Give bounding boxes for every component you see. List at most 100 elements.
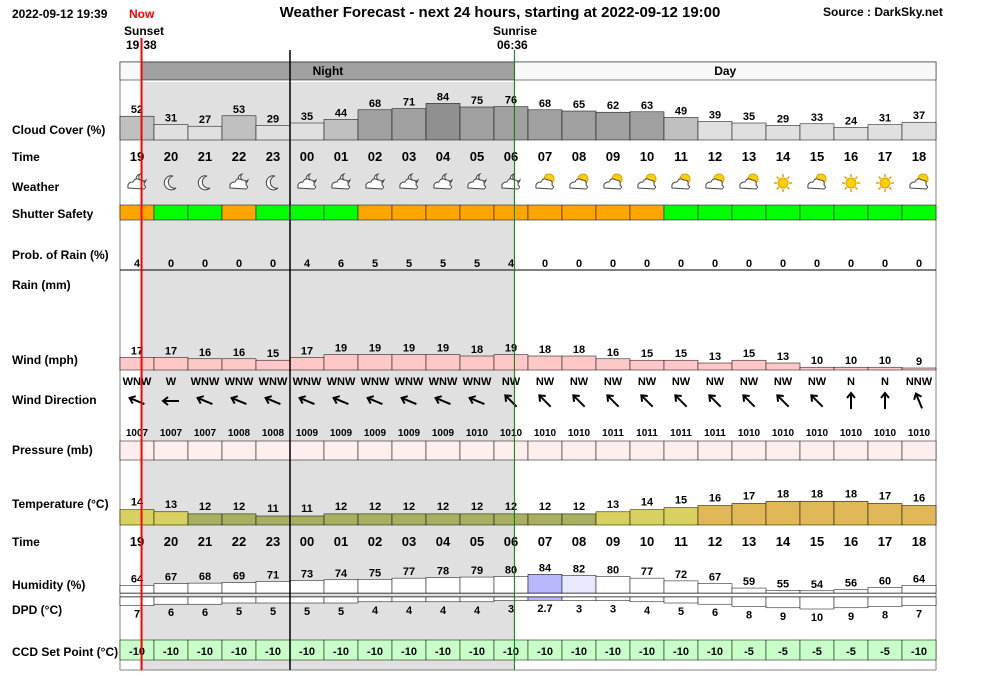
cloud-cover-bar (765, 125, 801, 141)
shutter-safety-cell (493, 204, 529, 221)
pressure-value: 1010 (772, 428, 795, 439)
wind-direction-arrow (913, 392, 923, 409)
dpd-bar (221, 596, 257, 604)
wind-speed-value: 10 (879, 355, 891, 367)
rain-probability-value: 0 (848, 258, 854, 270)
pressure-cell (459, 440, 495, 461)
humidity-value: 84 (539, 562, 552, 574)
wind-speed-bar (833, 366, 869, 371)
time-label: 00 (300, 149, 314, 164)
humidity-bar (323, 579, 359, 594)
cloud-cover-value: 37 (913, 110, 925, 122)
rain-probability-value: 4 (134, 258, 141, 270)
cloud-cover-value: 31 (165, 113, 177, 125)
ccd-setpoint-value: -10 (265, 646, 281, 658)
dpd-value: 7 (916, 608, 922, 620)
dpd-value: 9 (848, 611, 854, 623)
time-label: 17 (878, 149, 892, 164)
day-band-label: Day (714, 64, 736, 78)
pressure-value: 1010 (738, 428, 761, 439)
cloud-cover-value: 27 (199, 114, 211, 126)
ccd-setpoint-value: -5 (880, 646, 890, 658)
ccd-setpoint-value: -5 (846, 646, 856, 658)
wind-direction-label: NW (502, 376, 521, 388)
temperature-bar (493, 513, 529, 526)
wind-direction-label: WNW (225, 376, 254, 388)
wind-direction-label: N (847, 376, 855, 388)
dpd-bar (663, 596, 699, 604)
dpd-bar (731, 596, 767, 607)
wind-direction-arrow (196, 395, 213, 405)
partly-cloudy-day-icon (569, 173, 589, 190)
wind-speed-bar (663, 359, 699, 371)
humidity-value: 77 (403, 566, 415, 578)
humidity-bar (255, 581, 291, 594)
time-label-2: 21 (198, 534, 212, 549)
pressure-cell (221, 440, 257, 461)
pressure-value: 1010 (568, 428, 591, 439)
rain-probability-value: 0 (712, 258, 718, 270)
ccd-setpoint-value: -10 (367, 646, 383, 658)
time-label-2: 11 (674, 534, 688, 549)
cloud-cover-value: 29 (777, 113, 789, 125)
pressure-cell (799, 440, 835, 461)
shutter-safety-cell (833, 204, 869, 221)
label-wind: Wind (mph) (12, 353, 78, 367)
time-label-2: 18 (912, 534, 926, 549)
temperature-bar (391, 513, 427, 526)
temperature-bar (697, 505, 733, 526)
cloud-cover-value: 33 (811, 112, 823, 124)
rain-probability-value: 0 (916, 258, 922, 270)
humidity-value: 82 (573, 563, 585, 575)
shutter-safety-cell (561, 204, 597, 221)
clear-day-icon (774, 174, 792, 192)
temperature-bar (663, 507, 699, 526)
humidity-value: 72 (675, 569, 687, 581)
wind-direction-arrow (230, 395, 247, 405)
partly-cloudy-night-icon (467, 173, 487, 190)
shutter-safety-cell (459, 204, 495, 221)
temperature-value: 14 (641, 497, 654, 509)
pressure-cell (119, 440, 155, 461)
dpd-value: 4 (474, 605, 481, 617)
humidity-bar (731, 587, 767, 594)
wind-speed-value: 18 (471, 344, 483, 356)
time-label: 11 (674, 149, 688, 164)
ccd-setpoint-value: -10 (673, 646, 689, 658)
humidity-value: 80 (607, 565, 619, 577)
wind-direction-label: NW (740, 376, 759, 388)
time-label-2: 20 (164, 534, 178, 549)
dpd-value: 5 (270, 606, 276, 618)
pressure-cell (323, 440, 359, 461)
time-label: 10 (640, 149, 654, 164)
rain-probability-value: 5 (440, 258, 446, 270)
dpd-value: 2.7 (537, 603, 552, 615)
wind-speed-bar (867, 366, 903, 371)
dpd-value: 8 (882, 610, 888, 622)
temperature-value: 11 (301, 503, 313, 515)
wind-direction-label: NW (706, 376, 725, 388)
humidity-value: 67 (709, 572, 721, 584)
clear-day-icon (876, 174, 894, 192)
temperature-bar (799, 501, 835, 526)
time-label: 16 (844, 149, 858, 164)
temperature-value: 12 (505, 501, 517, 513)
humidity-bar (221, 582, 257, 594)
rain-probability-value: 0 (168, 258, 174, 270)
cloud-cover-value: 63 (641, 100, 653, 112)
pressure-value: 1010 (500, 428, 523, 439)
dpd-bar (357, 596, 393, 603)
ccd-setpoint-value: -10 (333, 646, 349, 658)
time-label: 04 (436, 149, 451, 164)
pressure-value: 1008 (228, 428, 251, 439)
rain-probability-value: 5 (406, 258, 412, 270)
dpd-bar (561, 596, 597, 601)
rain-probability-value: 0 (746, 258, 752, 270)
cloud-cover-value: 44 (335, 107, 348, 119)
temperature-value: 16 (913, 493, 925, 505)
ccd-setpoint-value: -5 (778, 646, 788, 658)
humidity-bar (289, 580, 325, 594)
cloud-cover-bar (289, 122, 325, 141)
cloud-cover-bar (119, 115, 155, 141)
